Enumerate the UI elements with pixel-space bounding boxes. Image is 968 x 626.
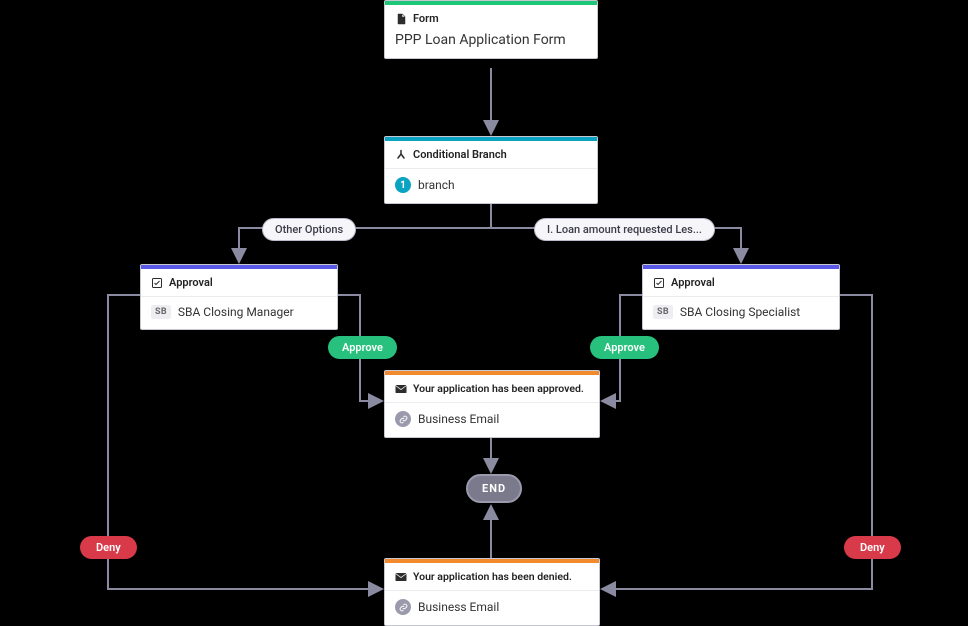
node-title: PPP Loan Application Form: [395, 32, 566, 48]
node-form[interactable]: Form PPP Loan Application Form: [384, 0, 598, 59]
node-approval-left[interactable]: Approval SB SBA Closing Manager: [140, 264, 338, 330]
branch-icon: [395, 149, 407, 161]
node-conditional-branch[interactable]: Conditional Branch 1 branch: [384, 136, 598, 204]
node-end: END: [466, 474, 522, 503]
sb-chip: SB: [653, 305, 673, 319]
link-icon: [395, 599, 411, 615]
approval-icon: [653, 277, 665, 289]
node-header: Your application has been approved.: [413, 382, 584, 395]
mail-icon: [395, 572, 407, 582]
node-body-text: branch: [418, 178, 455, 192]
node-body-text: SBA Closing Manager: [178, 305, 294, 319]
node-body-text: SBA Closing Specialist: [680, 305, 800, 319]
node-denied-email[interactable]: Your application has been denied. Busine…: [384, 558, 600, 626]
link-icon: [395, 411, 411, 427]
node-header: Conditional Branch: [413, 148, 507, 161]
node-header: Form: [413, 12, 439, 25]
branch-count-badge: 1: [395, 177, 411, 193]
edge-label-deny-right: Deny: [844, 536, 901, 559]
node-header: Approval: [671, 276, 715, 289]
node-header: Approval: [169, 276, 213, 289]
approval-icon: [151, 277, 163, 289]
branch-label-loan-amount: I. Loan amount requested Les...: [534, 218, 715, 241]
node-body-text: Business Email: [418, 412, 499, 426]
node-body-text: Business Email: [418, 600, 499, 614]
mail-icon: [395, 384, 407, 394]
node-approval-right[interactable]: Approval SB SBA Closing Specialist: [642, 264, 840, 330]
edge-label-approve-right: Approve: [590, 336, 659, 359]
edge-label-deny-left: Deny: [80, 536, 137, 559]
edge-label-approve-left: Approve: [328, 336, 397, 359]
document-icon: [395, 13, 407, 25]
node-header: Your application has been denied.: [413, 570, 572, 583]
sb-chip: SB: [151, 305, 171, 319]
branch-label-other-options: Other Options: [262, 218, 356, 241]
node-approved-email[interactable]: Your application has been approved. Busi…: [384, 370, 600, 438]
